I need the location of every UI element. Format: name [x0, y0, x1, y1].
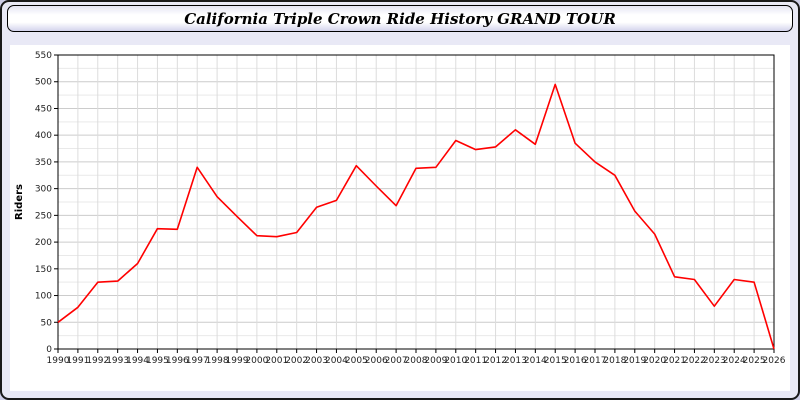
x-tick-label: 1992 — [86, 356, 109, 366]
x-tick-label: 2002 — [285, 356, 308, 366]
riders-series-line — [57, 83, 775, 350]
x-tick-label: 2022 — [683, 356, 706, 366]
x-tick-label: 2006 — [365, 356, 388, 366]
x-tick-label: 2016 — [564, 356, 587, 366]
y-tick-label: 100 — [35, 292, 52, 302]
x-tick-label: 2011 — [464, 356, 487, 366]
y-tick-label: 300 — [35, 185, 52, 195]
x-tick-label: 1998 — [206, 356, 229, 366]
chart-area: 0 50 100 150 200 250 300 350 400 450 500 550 1990 199… — [10, 45, 790, 391]
x-tick-label: 2019 — [623, 356, 646, 366]
x-tick-label: 1991 — [66, 356, 89, 366]
y-tick-label: 350 — [35, 158, 52, 168]
y-tick-label: 0 — [46, 345, 52, 355]
x-tick-label: 2024 — [723, 356, 746, 366]
y-tick-label: 450 — [35, 104, 52, 114]
x-tick-label: 2020 — [643, 356, 666, 366]
x-tick-label: 2000 — [245, 356, 268, 366]
x-tick-label: 1994 — [126, 356, 149, 366]
x-tick-label: 2015 — [544, 356, 567, 366]
x-tick-label: 2025 — [743, 356, 766, 366]
y-tick-label: 550 — [35, 51, 52, 61]
x-tick-label: 2005 — [345, 356, 368, 366]
y-tick-label: 150 — [35, 265, 52, 275]
x-tick-label: 2013 — [504, 356, 527, 366]
x-tick-label: 2018 — [603, 356, 626, 366]
line-chart: 0501001502002503003504004505005501990199… — [14, 51, 786, 366]
x-tick-label: 2004 — [325, 356, 348, 366]
x-tick-label: 1999 — [226, 356, 249, 366]
x-tick-label: 1996 — [166, 356, 189, 366]
chart-title: California Triple Crown Ride History GRA… — [184, 9, 616, 28]
x-tick-label: 1995 — [146, 356, 169, 366]
y-tick-label: 50 — [41, 318, 53, 328]
x-tick-label: 2026 — [763, 356, 786, 366]
x-tick-label: 2010 — [444, 356, 467, 366]
x-tick-label: 2012 — [484, 356, 507, 366]
x-tick-label: 1997 — [186, 356, 209, 366]
x-tick-label: 1993 — [106, 356, 129, 366]
x-tick-label: 2001 — [265, 356, 288, 366]
x-tick-label: 2007 — [385, 356, 408, 366]
y-tick-label: 250 — [35, 211, 52, 221]
x-tick-label: 2023 — [703, 356, 726, 366]
y-tick-label: 500 — [35, 78, 52, 88]
x-tick-label: 2014 — [524, 356, 547, 366]
x-tick-label: 2021 — [663, 356, 686, 366]
x-tick-label: 2008 — [405, 356, 428, 366]
y-tick-label: 400 — [35, 131, 52, 141]
x-tick-label: 2003 — [305, 356, 328, 366]
y-tick-label: 200 — [35, 238, 52, 248]
x-tick-label: 2017 — [584, 356, 607, 366]
chart-title-bar: California Triple Crown Ride History GRA… — [7, 5, 793, 32]
x-tick-label: 1990 — [47, 356, 70, 366]
x-tick-label: 2009 — [424, 356, 447, 366]
y-axis-label: Riders — [14, 184, 25, 220]
